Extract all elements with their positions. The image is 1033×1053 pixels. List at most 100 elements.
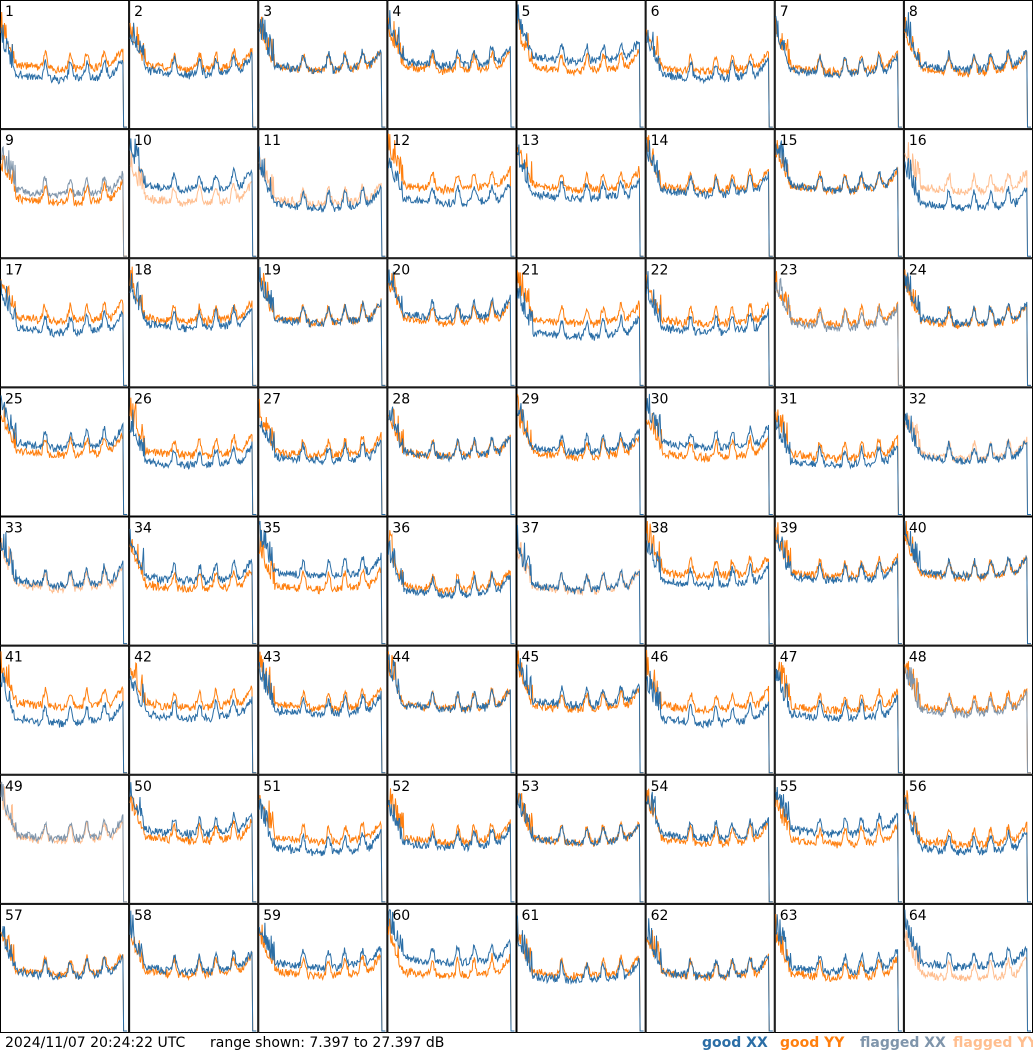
panel-border — [129, 258, 259, 388]
panel-border — [387, 516, 517, 646]
yy-trace-43 — [258, 651, 386, 774]
xx-trace-42 — [129, 676, 257, 774]
panel-border — [774, 0, 904, 130]
yy-trace-22 — [646, 274, 773, 386]
panel-38: 38 — [645, 516, 775, 646]
panel-label: 58 — [134, 908, 152, 924]
yy-trace-14 — [646, 135, 773, 257]
yy-trace-30 — [646, 412, 773, 515]
panel-45: 45 — [516, 645, 646, 775]
panel-label: 6 — [651, 4, 660, 20]
panel-border — [903, 129, 1033, 259]
panel-label: 54 — [651, 779, 669, 795]
xx-trace-43 — [258, 661, 386, 774]
xx-trace-51 — [258, 797, 386, 903]
xx-trace-15 — [775, 140, 902, 257]
yy-trace-60 — [387, 918, 515, 1032]
xx-trace-31 — [775, 415, 902, 515]
yy-trace-26 — [129, 397, 257, 515]
xx-trace-36 — [387, 539, 515, 645]
panel-border — [387, 774, 517, 904]
yy-trace-13 — [517, 147, 644, 257]
panel-label: 18 — [134, 262, 152, 278]
panel-label: 53 — [522, 779, 540, 795]
footer: 2024/11/07 20:24:22 UTC range shown: 7.3… — [0, 1033, 1033, 1053]
panel-border — [903, 774, 1033, 904]
yy-trace-2 — [129, 22, 257, 128]
panel-16: 16 — [903, 129, 1033, 259]
yy-trace-9 — [0, 154, 128, 257]
yy-trace-17 — [0, 279, 128, 386]
panel-border — [129, 129, 259, 259]
yy-trace-59 — [258, 924, 386, 1032]
yy-trace-49 — [0, 782, 128, 903]
panel-22: 22 — [645, 258, 775, 388]
panel-37: 37 — [516, 516, 646, 646]
xx-trace-41 — [0, 672, 128, 774]
panel-label: 17 — [5, 262, 23, 278]
xx-trace-8 — [904, 12, 1031, 128]
panel-label: 31 — [780, 391, 798, 407]
panel-label: 33 — [5, 521, 23, 537]
panel-border — [645, 258, 775, 388]
panel-44: 44 — [387, 645, 517, 775]
panel-label: 37 — [522, 521, 540, 537]
panel-7: 7 — [774, 0, 904, 130]
xx-trace-3 — [258, 17, 386, 128]
yy-trace-55 — [775, 792, 902, 903]
panel-border — [516, 645, 646, 775]
panel-border — [258, 645, 388, 775]
panel-label: 21 — [522, 262, 540, 278]
yy-trace-64 — [904, 930, 1031, 1032]
xx-trace-25 — [0, 395, 128, 515]
panel-60: 60 — [387, 903, 517, 1033]
panel-label: 64 — [909, 908, 927, 924]
panel-8: 8 — [903, 0, 1033, 130]
panel-50: 50 — [129, 774, 259, 904]
panel-5: 5 — [516, 0, 646, 130]
panel-61: 61 — [516, 903, 646, 1033]
panel-58: 58 — [129, 903, 259, 1033]
panel-23: 23 — [774, 258, 904, 388]
xx-trace-12 — [387, 157, 515, 257]
panel-border — [645, 0, 775, 130]
panel-59: 59 — [258, 903, 388, 1033]
panel-label: 49 — [5, 779, 23, 795]
panel-39: 39 — [774, 516, 904, 646]
xx-trace-49 — [0, 781, 128, 903]
panel-33: 33 — [0, 516, 130, 646]
yy-trace-42 — [129, 662, 257, 774]
xx-trace-57 — [0, 925, 128, 1032]
yy-trace-18 — [129, 266, 257, 386]
xx-trace-48 — [904, 667, 1031, 774]
panel-label: 22 — [651, 262, 669, 278]
panel-label: 56 — [909, 779, 927, 795]
panel-label: 46 — [651, 650, 669, 666]
xx-trace-20 — [387, 269, 515, 386]
yy-trace-54 — [646, 788, 773, 903]
panel-27: 27 — [258, 387, 388, 517]
panel-label: 57 — [5, 908, 23, 924]
xx-trace-52 — [387, 799, 515, 903]
panel-label: 14 — [651, 133, 669, 149]
panel-15: 15 — [774, 129, 904, 259]
panel-18: 18 — [129, 258, 259, 388]
panel-34: 34 — [129, 516, 259, 646]
panel-6: 6 — [645, 0, 775, 130]
panel-label: 40 — [909, 521, 927, 537]
panel-label: 43 — [263, 650, 281, 666]
panel-14: 14 — [645, 129, 775, 259]
xx-trace-11 — [258, 146, 386, 257]
yy-trace-25 — [0, 404, 128, 515]
panel-41: 41 — [0, 645, 130, 775]
panel-label: 20 — [392, 262, 410, 278]
panel-label: 9 — [5, 133, 14, 149]
panel-border — [645, 516, 775, 646]
xx-trace-7 — [775, 15, 902, 128]
xx-trace-28 — [388, 406, 515, 515]
legend-flagged-xx: flagged XX — [860, 1035, 946, 1051]
panel-label: 62 — [651, 908, 669, 924]
panel-10: 10 — [129, 129, 259, 259]
panel-label: 60 — [392, 908, 410, 924]
xx-trace-35 — [258, 520, 386, 645]
